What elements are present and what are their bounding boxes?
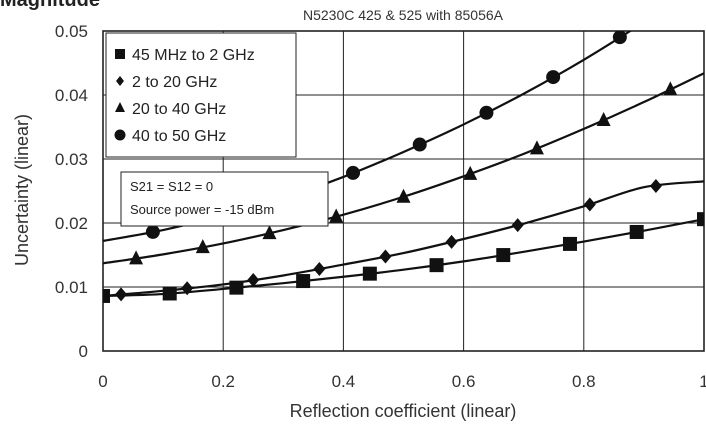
note-line: Source power = -15 dBm — [130, 202, 274, 217]
y-tick-label: 0.04 — [55, 86, 88, 105]
x-tick-label: 0.6 — [452, 372, 476, 391]
x-tick-label: 0.2 — [211, 372, 235, 391]
y-tick-label: 0.01 — [55, 278, 88, 297]
data-point — [379, 249, 392, 264]
legend-item: 2 to 20 GHz — [116, 74, 217, 91]
y-axis-label: Uncertainty (linear) — [12, 114, 32, 266]
y-tick-label: 0.03 — [55, 150, 88, 169]
series-line — [103, 72, 704, 265]
legend-marker — [114, 129, 126, 141]
series-layer — [103, 31, 704, 303]
legend-label: 2 to 20 GHz — [132, 74, 217, 91]
data-point — [145, 224, 160, 239]
chart-title: N5230C 425 & 525 with 85056A — [303, 7, 504, 23]
legend-item: 40 to 50 GHz — [114, 128, 226, 145]
series-2 — [103, 72, 704, 265]
legend-label: 40 to 50 GHz — [132, 128, 226, 145]
legend-label: 45 MHz to 2 GHz — [132, 47, 255, 64]
data-point — [396, 188, 411, 203]
data-point — [412, 137, 427, 152]
x-tick-label: 0 — [98, 372, 107, 391]
y-tick-labels: 0 0.01 0.02 0.03 0.04 0.05 — [55, 22, 88, 361]
note-line: S21 = S12 = 0 — [130, 179, 213, 194]
series-line — [103, 218, 704, 298]
legend-box — [105, 32, 297, 158]
data-point — [129, 250, 144, 265]
data-point — [247, 272, 260, 287]
legend-marker — [116, 76, 124, 86]
data-point — [511, 218, 524, 233]
data-point — [429, 258, 444, 273]
y-tick-label: 0.02 — [55, 214, 88, 233]
x-tick-label: 0.8 — [572, 372, 596, 391]
data-point — [562, 236, 577, 251]
data-point — [479, 105, 494, 120]
data-point — [346, 165, 361, 180]
data-point — [546, 70, 561, 85]
data-point — [362, 266, 377, 281]
data-point — [115, 287, 128, 302]
x-tick-labels: 0 0.2 0.4 0.6 0.8 1 — [98, 372, 706, 391]
data-point — [697, 212, 704, 227]
page-heading: Magnitude — [0, 0, 100, 11]
y-tick-label: 0.05 — [55, 22, 88, 41]
plot-frame — [102, 30, 705, 352]
data-point — [649, 179, 662, 194]
data-point — [583, 197, 596, 212]
legend-marker — [115, 102, 125, 112]
legend-marker — [115, 49, 125, 59]
data-point — [181, 281, 194, 296]
legend: 45 MHz to 2 GHz 2 to 20 GHz 20 to 40 GHz 40… — [105, 32, 297, 158]
series-line — [103, 180, 704, 298]
data-point — [262, 225, 277, 240]
data-point — [445, 234, 458, 249]
data-point — [329, 208, 344, 223]
data-point — [496, 248, 511, 263]
x-tick-label: 1 — [699, 372, 706, 391]
x-axis-label: Reflection coefficient (linear) — [290, 401, 517, 421]
data-point — [463, 165, 478, 180]
data-point — [663, 81, 678, 96]
legend-item: 45 MHz to 2 GHz — [115, 47, 255, 64]
y-tick-label: 0 — [79, 342, 88, 361]
data-point — [296, 274, 311, 289]
data-point — [162, 286, 177, 301]
legend-item: 20 to 40 GHz — [115, 101, 226, 118]
note-frame — [120, 171, 329, 227]
data-point — [313, 261, 326, 276]
series-1 — [103, 179, 704, 302]
data-point — [629, 224, 644, 239]
conditions-note: S21 = S12 = 0 Source power = -15 dBm — [120, 171, 329, 227]
data-point — [529, 140, 544, 155]
data-point — [596, 112, 611, 127]
data-point — [612, 31, 627, 45]
data-point — [195, 239, 210, 254]
x-tick-label: 0.4 — [332, 372, 356, 391]
legend-label: 20 to 40 GHz — [132, 101, 226, 118]
